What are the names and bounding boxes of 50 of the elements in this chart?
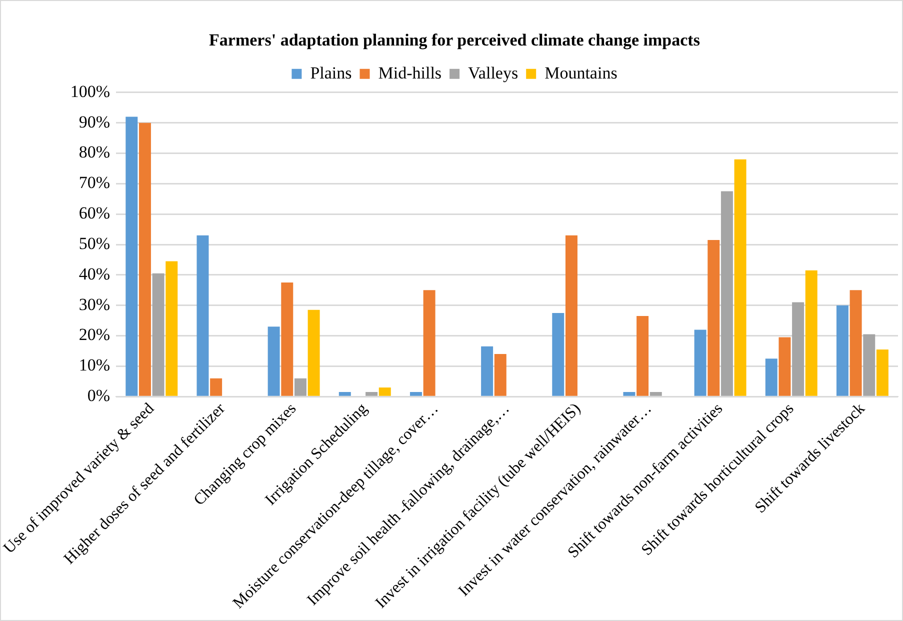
bar [294, 378, 306, 396]
legend-label: Valleys [468, 63, 518, 82]
bar [166, 261, 178, 396]
legend-label: Plains [310, 63, 352, 82]
bar [152, 273, 164, 396]
y-tick-label: 60% [78, 204, 110, 223]
bar [552, 312, 564, 396]
bar [778, 337, 791, 396]
bar [494, 354, 506, 396]
bar [378, 387, 391, 396]
bar [126, 116, 138, 396]
bar [836, 305, 848, 396]
bar [138, 122, 151, 396]
bar [734, 159, 746, 396]
y-tick-label: 90% [78, 112, 110, 132]
bar [650, 392, 662, 396]
bar [708, 240, 720, 396]
bar [694, 330, 706, 396]
chart-title: Farmers' adaptation planning for perceived climate change impacts [209, 30, 700, 50]
legend-label: Mountains [544, 63, 618, 82]
y-tick-label: 0% [87, 386, 110, 406]
y-tick-label: 80% [78, 142, 110, 162]
bar [805, 270, 818, 396]
bar [565, 235, 578, 396]
bar [196, 235, 209, 396]
y-tick-label: 50% [78, 234, 110, 253]
y-tick-label: 10% [78, 356, 110, 375]
y-tick-label: 20% [78, 325, 110, 344]
bar [863, 334, 876, 396]
bar [850, 290, 862, 396]
bar [210, 378, 222, 396]
bar [876, 349, 888, 396]
bar [423, 290, 436, 396]
bar [366, 392, 378, 396]
bar [481, 346, 494, 396]
bar [792, 302, 804, 396]
bar [636, 316, 649, 396]
bar [623, 392, 636, 396]
bar [281, 282, 294, 396]
y-tick-label: 30% [78, 294, 110, 314]
y-tick-label: 70% [78, 173, 110, 192]
bar [765, 358, 778, 396]
bar [308, 310, 320, 396]
y-tick-label: 100% [70, 82, 110, 101]
bar [338, 392, 351, 396]
bar [410, 392, 422, 396]
y-tick-label: 40% [78, 264, 110, 284]
bar [720, 191, 733, 396]
legend-label: Mid-hills [378, 63, 442, 82]
bar [268, 326, 280, 396]
